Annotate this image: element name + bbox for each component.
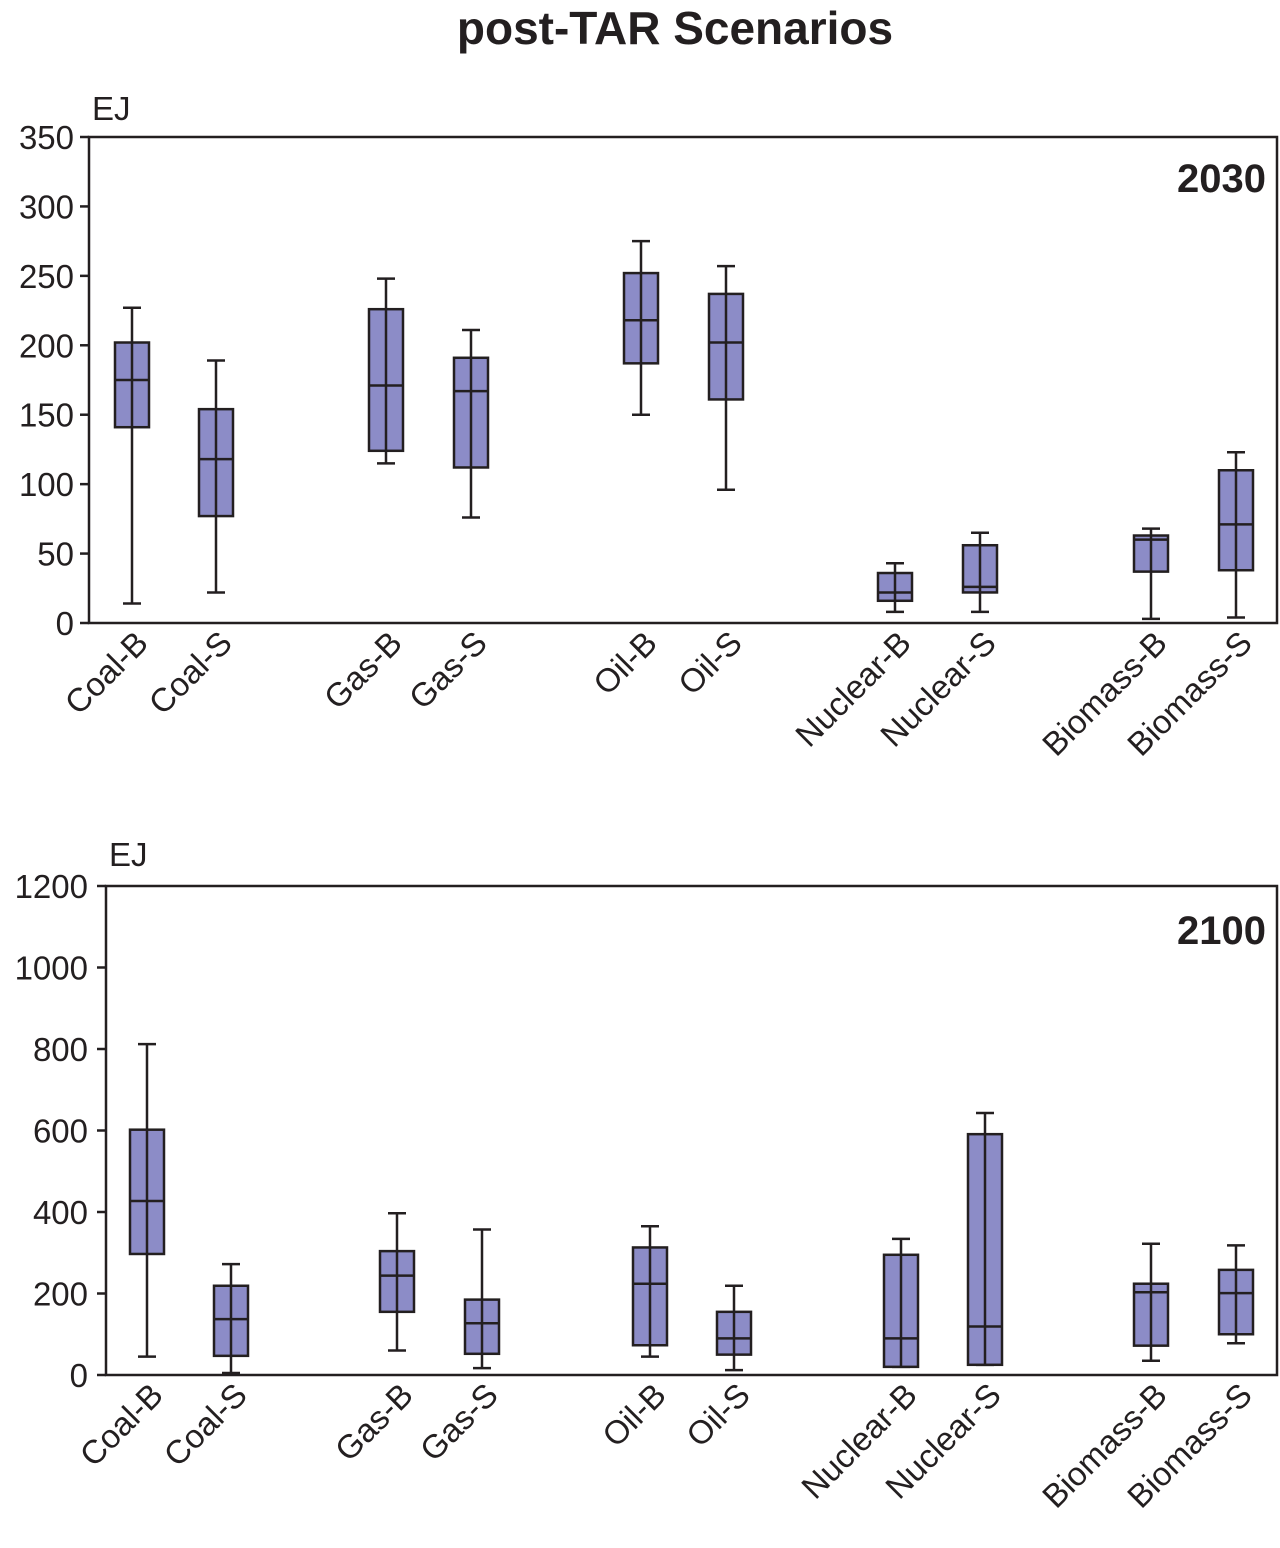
- category-label: Oil-B: [595, 1376, 673, 1454]
- box-Nuclear-S: [961, 531, 999, 614]
- box-Biomass-S: [1217, 1244, 1255, 1345]
- category-label: Gas-S: [413, 1376, 505, 1468]
- category-label: Gas-B: [328, 1376, 420, 1468]
- box-Oil-B: [631, 1225, 669, 1358]
- y-axis-unit-label: EJ: [109, 836, 148, 873]
- box-Nuclear-B: [876, 562, 914, 614]
- category-label: Gas-S: [402, 624, 494, 716]
- panel-year-label: 2030: [1177, 157, 1266, 201]
- box-Biomass-B: [1132, 527, 1170, 621]
- chart-title: post-TAR Scenarios: [456, 2, 894, 54]
- y-tick-label: 250: [19, 258, 74, 295]
- box-Oil-B: [622, 239, 660, 416]
- box-Gas-B: [378, 1211, 416, 1352]
- y-tick-label: 400: [33, 1194, 88, 1231]
- y-tick-label: 200: [19, 327, 74, 364]
- category-label: Coal-S: [141, 624, 238, 721]
- box-Gas-B: [367, 277, 405, 465]
- y-tick-label: 600: [33, 1113, 88, 1150]
- y-tick-label: 50: [37, 536, 74, 573]
- category-label: Oil-B: [586, 624, 664, 702]
- box-Oil-S: [707, 264, 745, 491]
- box-Gas-S: [463, 1228, 501, 1370]
- box-Coal-B: [113, 306, 151, 605]
- category-label: Oil-S: [671, 624, 749, 702]
- box-Coal-B: [128, 1042, 166, 1358]
- y-tick-label: 0: [56, 605, 74, 642]
- y-tick-label: 200: [33, 1276, 88, 1313]
- y-tick-label: 300: [19, 188, 74, 225]
- box-Biomass-B: [1132, 1242, 1170, 1362]
- y-tick-label: 1200: [15, 868, 88, 905]
- box-Biomass-S: [1217, 450, 1255, 619]
- category-label: Oil-S: [679, 1376, 757, 1454]
- plot-frame: [87, 135, 1279, 625]
- y-tick-label: 0: [70, 1357, 88, 1394]
- category-label: Gas-B: [317, 624, 409, 716]
- box-Coal-S: [212, 1262, 250, 1375]
- box-Nuclear-S: [966, 1111, 1004, 1367]
- box-Nuclear-B: [882, 1237, 920, 1369]
- box-Coal-S: [197, 359, 235, 594]
- y-tick-label: 800: [33, 1031, 88, 1068]
- box-Gas-S: [452, 328, 490, 519]
- category-label: Coal-S: [156, 1376, 253, 1473]
- y-tick-label: 1000: [15, 950, 88, 987]
- panel-year-label: 2100: [1177, 909, 1266, 953]
- box-Oil-S: [715, 1284, 753, 1372]
- y-tick-label: 150: [19, 397, 74, 434]
- y-tick-label: 100: [19, 466, 74, 503]
- plot-frame: [104, 884, 1279, 1377]
- y-axis-unit-label: EJ: [92, 90, 131, 127]
- y-tick-label: 350: [19, 119, 74, 156]
